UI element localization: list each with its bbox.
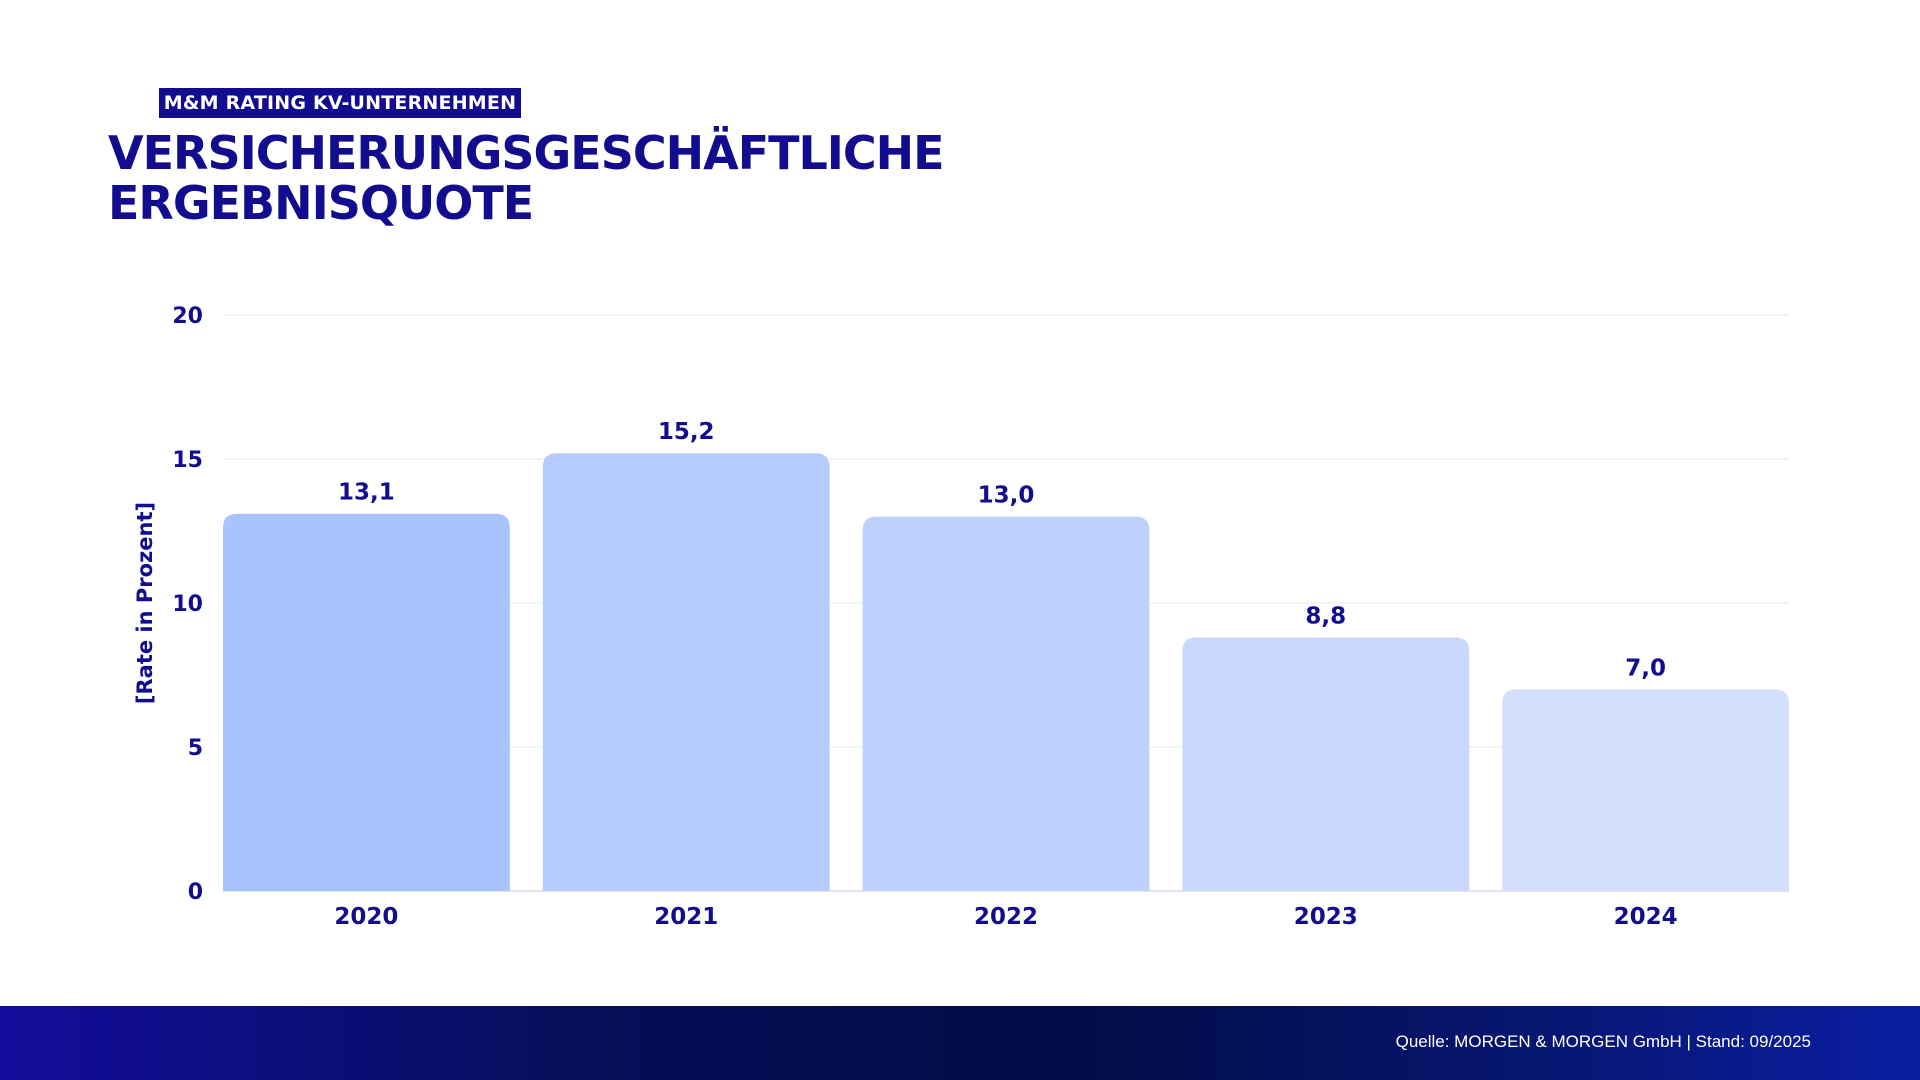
x-tick-label: 2021 <box>654 904 718 930</box>
data-label: 15,2 <box>658 419 715 445</box>
data-label: 13,0 <box>978 483 1035 509</box>
footer: Quelle: MORGEN & MORGEN GmbH | Stand: 09… <box>0 1006 1920 1080</box>
title-line-2: ERGEBNISQUOTE <box>108 176 534 230</box>
source-note: Quelle: MORGEN & MORGEN GmbH | Stand: 09… <box>1395 1032 1811 1051</box>
x-tick-label: 2020 <box>334 904 398 930</box>
x-tick-label: 2022 <box>974 904 1038 930</box>
y-tick-label: 15 <box>172 448 203 473</box>
data-label: 13,1 <box>338 480 395 506</box>
data-label: 7,0 <box>1625 655 1666 681</box>
page-title: VERSICHERUNGSGESCHÄFTLICHE ERGEBNISQUOTE <box>108 126 945 230</box>
bar <box>223 513 510 891</box>
bar <box>862 516 1150 891</box>
y-axis-label: [Rate in Prozent] <box>133 502 157 704</box>
y-tick-label: 10 <box>172 592 203 617</box>
data-label: 8,8 <box>1305 604 1346 630</box>
title-line-1: VERSICHERUNGSGESCHÄFTLICHE <box>108 126 945 180</box>
category-badge: M&M RATING KV-UNTERNEHMEN <box>159 88 521 118</box>
bar <box>1182 637 1470 891</box>
bar <box>1502 689 1789 891</box>
bar <box>542 453 830 891</box>
bar-chart: 0 5 10 15 20 [Rate in Prozent] 13,1 2020 15,2 202… <box>133 304 1789 930</box>
y-tick-label: 5 <box>188 736 203 761</box>
y-tick-label: 20 <box>172 304 203 329</box>
y-tick-label: 0 <box>188 880 203 905</box>
x-tick-label: 2023 <box>1294 904 1358 930</box>
x-tick-label: 2024 <box>1614 904 1678 930</box>
